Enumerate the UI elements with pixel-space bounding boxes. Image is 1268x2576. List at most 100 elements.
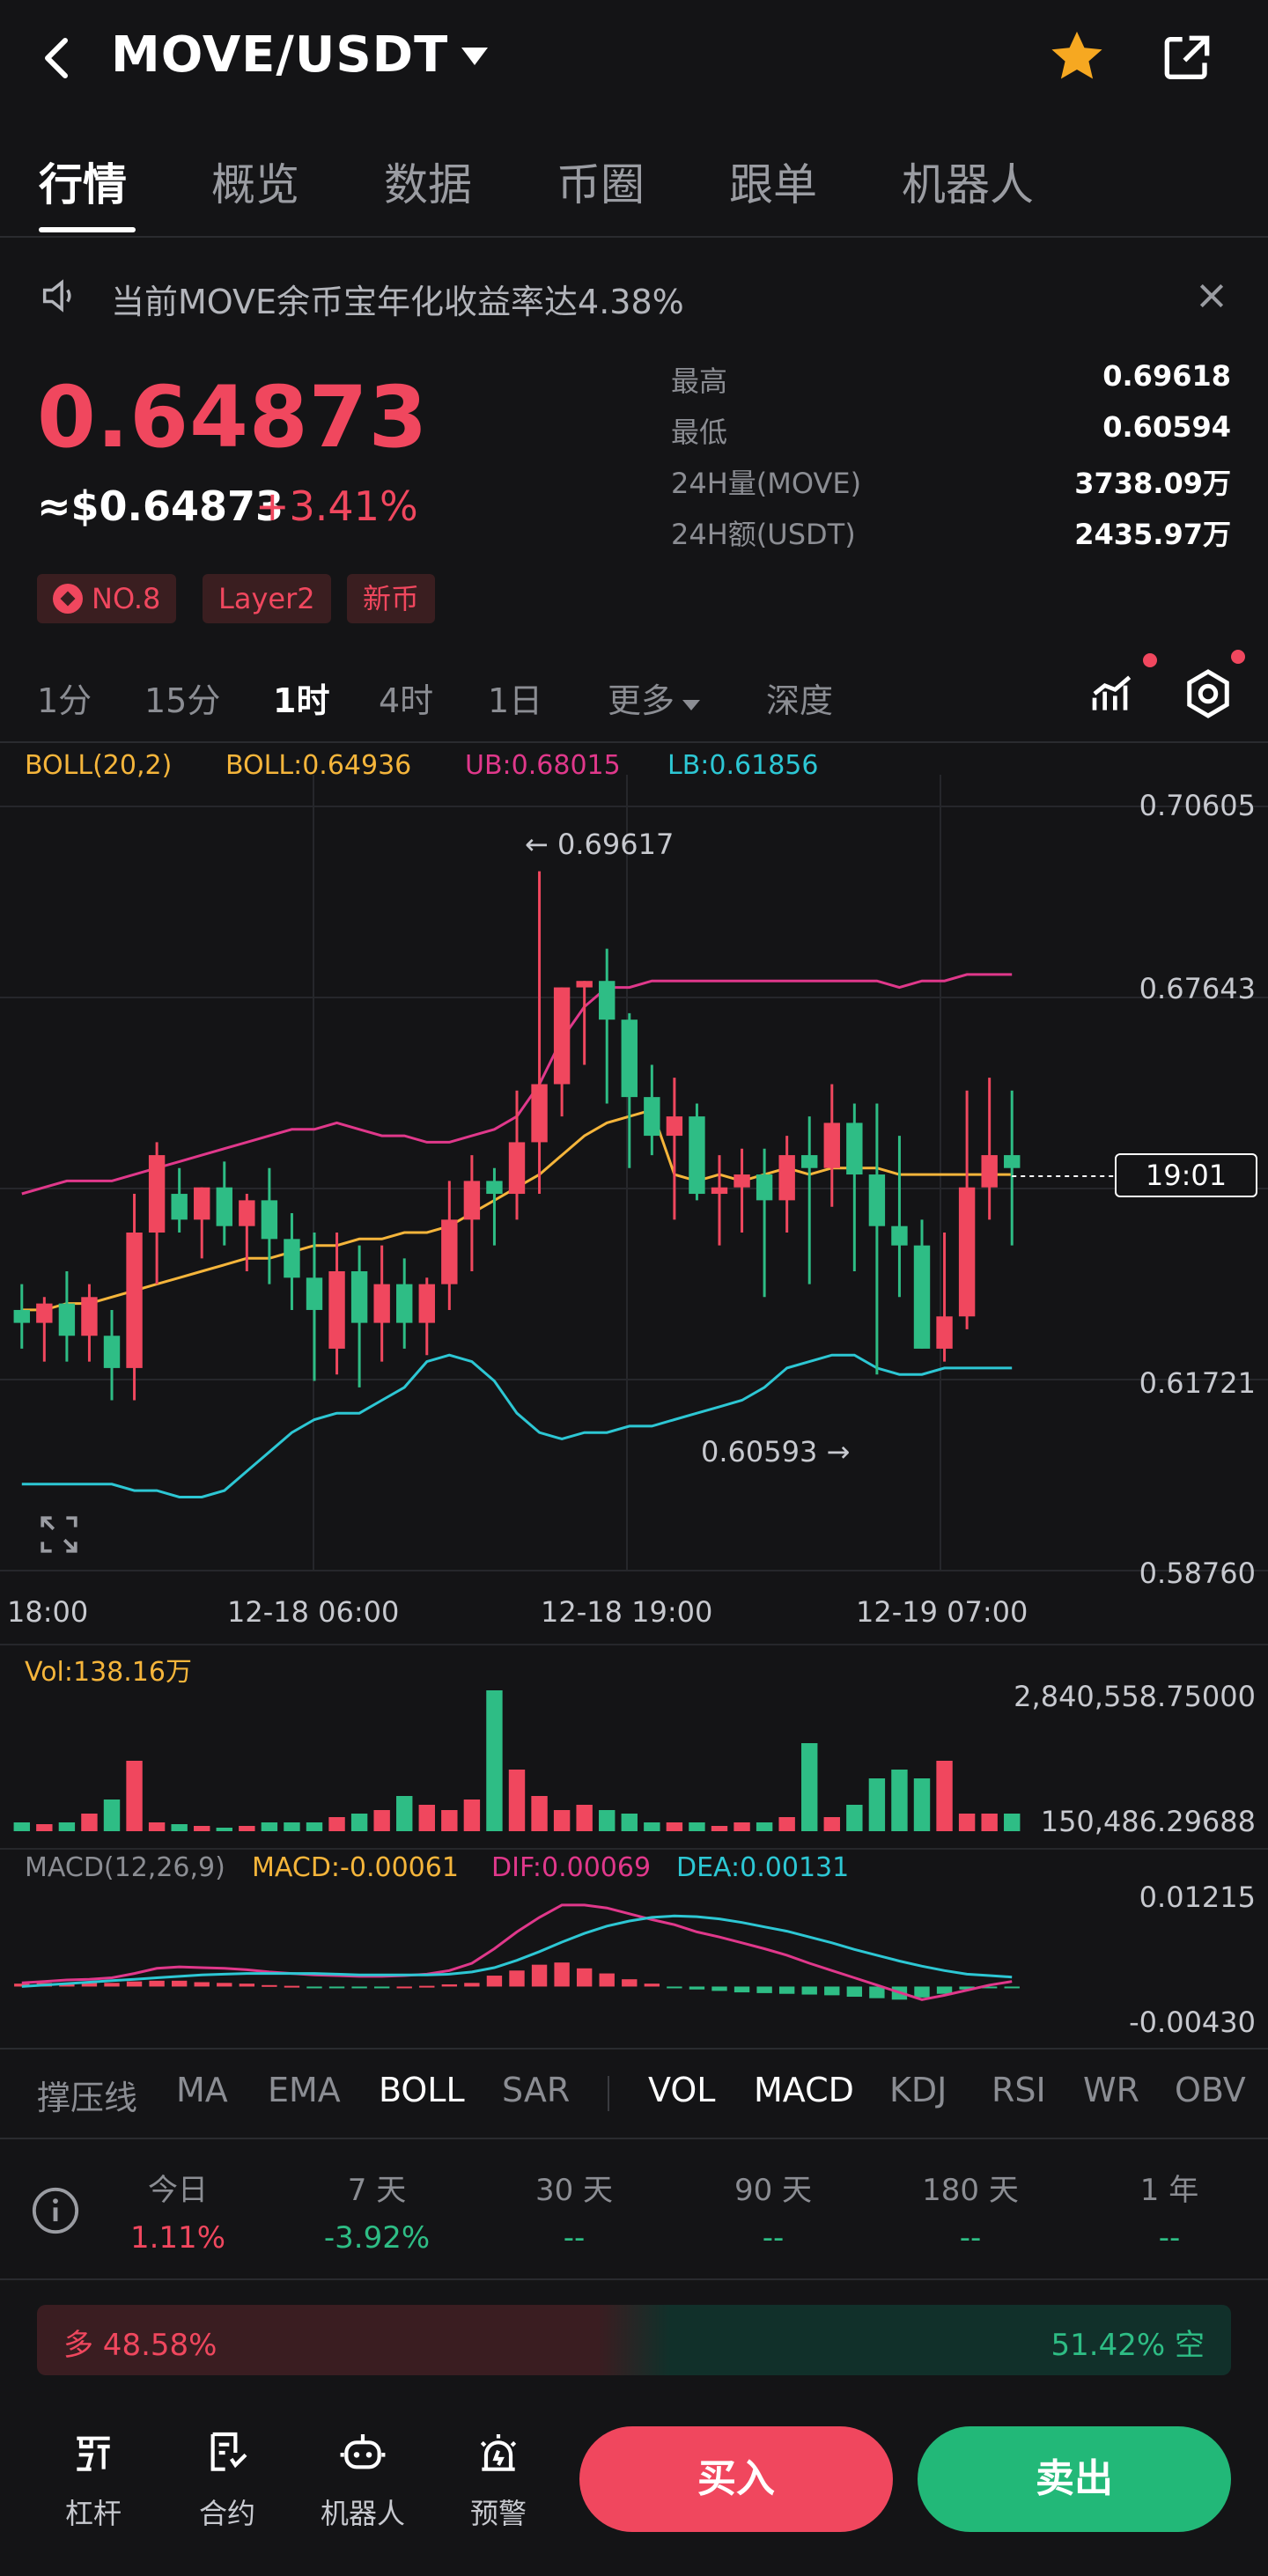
macd-histogram-bar <box>104 1983 120 1987</box>
leverage-button[interactable]: 杠杆 <box>64 2497 122 2530</box>
candle <box>801 1155 818 1168</box>
divider <box>0 2278 1268 2280</box>
macd-histogram-bar <box>689 1986 705 1990</box>
period-value: -- <box>762 2220 785 2256</box>
volume-bar <box>350 1814 368 1831</box>
volume-bar <box>306 1822 323 1831</box>
stat-high-value: 0.69618 <box>1102 359 1231 393</box>
back-button[interactable] <box>32 32 81 85</box>
interval-1d[interactable]: 1日 <box>488 681 543 720</box>
close-notice-button[interactable] <box>1194 278 1229 317</box>
notice-text[interactable]: 当前MOVE余币宝年化收益率达4.38% <box>111 283 684 321</box>
price-axis-tick: 0.70605 <box>1139 789 1256 822</box>
volume-bar <box>958 1814 976 1831</box>
candle <box>891 1225 908 1246</box>
volume-bar <box>621 1814 638 1831</box>
sell-button[interactable]: 卖出 <box>918 2426 1231 2532</box>
candlestick-chart[interactable] <box>0 775 1268 2051</box>
indicator-tab-sr[interactable]: 撑压线 <box>37 2079 138 2117</box>
interval-1h[interactable]: 1时 <box>273 681 330 720</box>
leverage-icon[interactable] <box>32 2428 155 2481</box>
macd-histogram-bar <box>486 1976 503 1987</box>
alert-button[interactable]: 预警 <box>469 2497 527 2530</box>
candle <box>508 1142 526 1195</box>
speaker-icon <box>37 273 83 322</box>
candle <box>261 1200 278 1240</box>
macd-histogram-bar <box>262 1984 277 1987</box>
boll-name: BOLL(20,2) <box>25 750 173 781</box>
interval-1m[interactable]: 1分 <box>37 681 92 720</box>
volume-bar <box>981 1814 998 1831</box>
favorite-button[interactable] <box>1046 26 1108 88</box>
buy-button[interactable]: 买入 <box>579 2426 893 2532</box>
indicator-tab-ma[interactable]: MA <box>176 2071 228 2109</box>
macd-histogram-bar <box>171 1980 188 1987</box>
macd-histogram-bar <box>622 1979 638 1987</box>
macd-dea-line <box>21 1914 1013 1988</box>
macd-value: MACD:-0.00061 <box>252 1852 459 1883</box>
macd-histogram-bar <box>509 1970 525 1987</box>
layer2-tag[interactable]: Layer2 <box>203 574 331 623</box>
long-ratio: 多 48.58% <box>63 2328 217 2363</box>
macd-histogram-bar <box>981 1986 998 1989</box>
interval-more[interactable]: 更多 <box>608 673 701 722</box>
candle <box>981 1155 998 1188</box>
share-button[interactable] <box>1159 30 1215 86</box>
price-change: +3.41% <box>255 482 418 530</box>
indicator-tab-vol[interactable]: VOL <box>648 2071 716 2109</box>
alarm-icon[interactable] <box>437 2428 560 2481</box>
robot-icon[interactable] <box>301 2428 424 2481</box>
interval-15m[interactable]: 15分 <box>144 681 221 720</box>
chart-settings-button[interactable] <box>1182 650 1245 724</box>
tab-market[interactable]: 行情 <box>39 159 127 210</box>
volume-bar <box>711 1826 728 1831</box>
indicator-tab-rsi[interactable]: RSI <box>992 2071 1046 2109</box>
indicator-tab-obv[interactable]: OBV <box>1175 2071 1246 2109</box>
macd-histogram-bar <box>554 1962 570 1987</box>
robot-button[interactable]: 机器人 <box>320 2497 405 2530</box>
volume-bar <box>13 1822 30 1831</box>
tab-circle[interactable]: 币圈 <box>557 159 645 210</box>
indicator-tab-sar[interactable]: SAR <box>502 2071 571 2109</box>
volume-bar <box>194 1826 210 1831</box>
macd-histogram-bar <box>14 1984 30 1987</box>
indicator-tab-macd[interactable]: MACD <box>754 2071 854 2109</box>
indicator-tab-boll[interactable]: BOLL <box>379 2071 465 2109</box>
tab-bot[interactable]: 机器人 <box>902 159 1034 210</box>
fullscreen-button[interactable] <box>37 1512 81 1560</box>
macd-histogram-bar <box>959 1986 975 1990</box>
volume-bar <box>81 1814 98 1831</box>
pair-title[interactable]: MOVE/USDT <box>111 26 449 84</box>
tab-overview[interactable]: 概览 <box>211 159 299 210</box>
short-ratio: 51.42% 空 <box>1051 2328 1205 2363</box>
contract-button[interactable]: 合约 <box>198 2497 255 2530</box>
volume-bar <box>396 1796 413 1831</box>
volume-bar <box>801 1743 818 1831</box>
volume-bar <box>531 1796 548 1831</box>
tab-data[interactable]: 数据 <box>384 159 472 210</box>
indicator-settings-button[interactable] <box>1088 653 1157 722</box>
pair-dropdown[interactable] <box>460 46 490 70</box>
volume-bar <box>599 1810 616 1831</box>
volume-bar <box>778 1817 795 1831</box>
macd-histogram-bar <box>936 1986 953 1994</box>
indicator-tab-kdj[interactable]: KDJ <box>889 2071 947 2109</box>
indicator-tab-wr[interactable]: WR <box>1083 2071 1139 2109</box>
caret-down-icon <box>461 48 488 65</box>
indicator-tab-ema[interactable]: EMA <box>268 2071 341 2109</box>
new-coin-tag[interactable]: 新币 <box>347 574 436 623</box>
rank-tag[interactable]: NO.8 <box>37 574 177 623</box>
interval-4h[interactable]: 4时 <box>379 681 434 720</box>
interval-depth[interactable]: 深度 <box>766 681 834 720</box>
boll-lower-line <box>21 1353 1013 1498</box>
macd-histogram-bar <box>149 1980 165 1987</box>
macd-name: MACD(12,26,9) <box>25 1852 225 1883</box>
tab-copytrade[interactable]: 跟单 <box>729 159 817 210</box>
boll-ub: UB:0.68015 <box>465 750 621 781</box>
volume-bar <box>148 1822 166 1831</box>
period-label: 180 天 <box>922 2173 1019 2208</box>
period-label: 90 天 <box>734 2173 813 2208</box>
contract-icon[interactable] <box>166 2428 289 2481</box>
info-button[interactable] <box>30 2185 81 2240</box>
macd-histogram-bar <box>373 1986 390 1989</box>
